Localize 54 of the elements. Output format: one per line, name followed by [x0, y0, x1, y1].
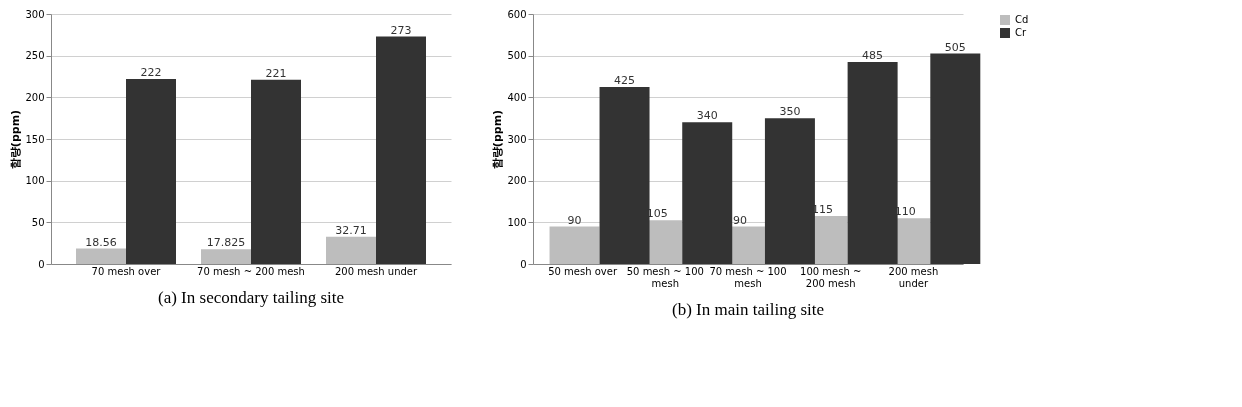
data-label: 340	[696, 109, 718, 123]
x-tick-label: 70 mesh ~ 100 mesh	[709, 265, 787, 289]
data-label: 32.71	[335, 223, 367, 237]
bar	[764, 118, 815, 264]
bar	[847, 61, 898, 264]
y-tick-label: 250	[25, 50, 45, 62]
bar	[201, 249, 251, 264]
bar	[682, 122, 733, 264]
data-label: 90	[567, 213, 582, 227]
y-tick-label: 300	[25, 8, 45, 20]
data-label: 425	[614, 73, 636, 87]
y-axis-title: 함량(ppm)	[9, 109, 23, 170]
data-label: 505	[944, 40, 966, 54]
bar	[76, 248, 126, 264]
text: (b) In main tailing site	[671, 300, 825, 319]
y-tick-label: 300	[507, 133, 527, 145]
bar	[326, 236, 376, 264]
x-tick-label: 100 mesh ~ 200 mesh	[800, 265, 862, 289]
bar	[930, 53, 981, 264]
x-tick-label: 70 mesh over	[91, 265, 162, 277]
data-label: 17.825	[206, 236, 246, 250]
y-tick-label: 100	[507, 216, 527, 228]
y-tick-label: 150	[25, 133, 45, 145]
data-label: 222	[140, 66, 162, 79]
data-label: 105	[646, 207, 668, 221]
bar	[251, 79, 301, 264]
x-tick-label: 50 mesh over	[548, 265, 618, 277]
x-tick-label: 200 mesh under	[888, 265, 939, 289]
data-label: 221	[265, 66, 287, 80]
bar	[376, 36, 426, 264]
data-label: 18.56	[85, 235, 117, 249]
bar	[126, 79, 176, 264]
y-tick-label: 200	[25, 91, 45, 103]
y-tick-label: 200	[507, 175, 527, 187]
y-tick-label: 0	[38, 258, 45, 270]
y-tick-label: 100	[25, 175, 45, 187]
y-tick-label: 0	[520, 258, 527, 270]
legend-label: Cd	[1015, 14, 1029, 25]
x-tick-label: 50 mesh ~ 100 mesh	[626, 265, 704, 289]
data-label: 485	[862, 48, 884, 62]
text: (a) In secondary tailing site	[158, 288, 344, 307]
data-label: 90	[732, 213, 747, 227]
y-tick-label: 600	[507, 8, 527, 20]
y-tick-label: 400	[507, 91, 527, 103]
x-tick-label: 70 mesh ~ 200 mesh	[197, 265, 305, 277]
bar	[599, 86, 650, 264]
x-tick-label: 200 mesh under	[334, 265, 418, 277]
y-axis-title: 함량(ppm)	[491, 109, 505, 170]
data-label: 350	[779, 105, 801, 119]
legend-label: Cr	[1015, 27, 1027, 38]
data-label: 273	[390, 23, 412, 37]
y-tick-label: 500	[507, 50, 527, 62]
bar	[549, 226, 600, 264]
y-tick-label: 50	[31, 216, 45, 228]
